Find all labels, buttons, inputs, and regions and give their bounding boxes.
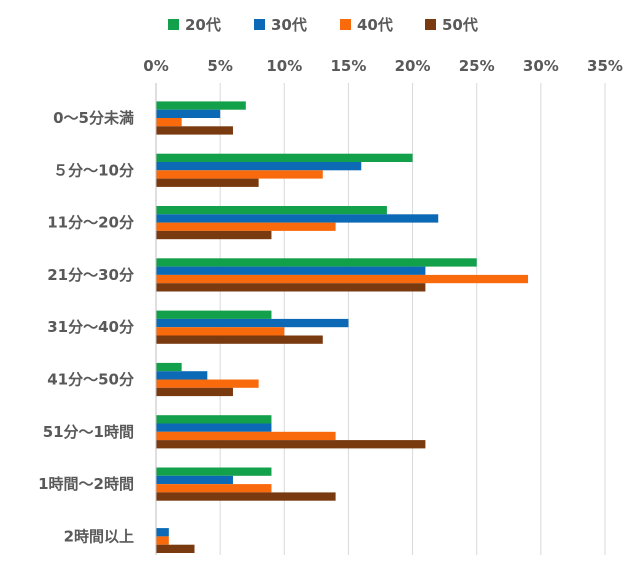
category-label: 1時間〜2時間 [38,475,134,493]
bar-20代-0 [156,101,246,110]
bar-20代-2 [156,206,387,215]
legend-swatch [425,19,436,30]
bar-50代-0 [156,126,233,135]
category-label: 51分〜1時間 [43,423,134,441]
x-tick-label: 30% [523,57,559,75]
x-axis-ticks: 0% 5% 10% 15% 20% 25% 30% 35% [143,57,623,75]
bar-50代-4 [156,335,323,344]
bar-20代-1 [156,153,413,162]
bar-50代-1 [156,178,259,187]
category-label: 11分〜20分 [47,214,134,232]
legend: 20代 30代 40代 50代 [168,16,478,34]
bar-20代-3 [156,258,477,267]
bar-50代-5 [156,387,233,397]
category-label: 31分〜40分 [47,318,134,336]
bar-40代-3 [156,274,529,284]
bar-20代-5 [156,362,182,372]
legend-label: 40代 [357,16,393,34]
bar-50代-8 [156,544,195,553]
bar-30代-5 [156,371,208,380]
bar-30代-1 [156,162,362,171]
bar-40代-6 [156,431,336,441]
bar-40代-7 [156,484,272,493]
category-label: 41分〜50分 [47,371,134,389]
bar-30代-4 [156,318,349,328]
legend-label: 50代 [442,16,478,34]
bar-30代-3 [156,266,426,275]
category-label: 0〜5分未満 [53,109,134,127]
bars [156,101,529,553]
bar-40代-0 [156,118,182,127]
category-labels: 0〜5分未満 ５分〜10分 11分〜20分 21分〜30分 31分〜40分 41分〜50分… [38,109,134,545]
x-tick-label: 5% [207,57,232,75]
x-tick-label: 20% [395,57,431,75]
bar-50代-2 [156,230,272,240]
legend-swatch [254,19,265,30]
x-tick-label: 35% [587,57,623,75]
bar-40代-2 [156,222,336,231]
bar-50代-7 [156,492,336,501]
bar-20代-7 [156,467,272,476]
bar-30代-2 [156,214,439,223]
legend-label: 30代 [271,16,307,34]
bar-40代-4 [156,327,285,336]
legend-swatch [340,19,351,30]
bar-50代-3 [156,283,426,292]
legend-label: 20代 [185,16,221,34]
bar-30代-0 [156,109,221,118]
bar-50代-6 [156,440,426,449]
bar-40代-5 [156,379,259,388]
category-label: 21分〜30分 [47,266,134,284]
x-tick-label: 15% [330,57,366,75]
bar-20代-6 [156,415,272,424]
legend-swatch [168,19,179,30]
x-tick-label: 25% [459,57,495,75]
category-label: ５分〜10分 [53,161,134,179]
bar-20代-4 [156,310,272,319]
x-tick-label: 10% [266,57,302,75]
category-label: 2時間以上 [64,527,134,545]
bar-40代-1 [156,170,323,179]
bar-40代-8 [156,536,169,545]
bar-30代-6 [156,423,272,432]
x-tick-label: 0% [143,57,168,75]
bar-30代-7 [156,475,233,485]
bar-30代-8 [156,528,169,537]
